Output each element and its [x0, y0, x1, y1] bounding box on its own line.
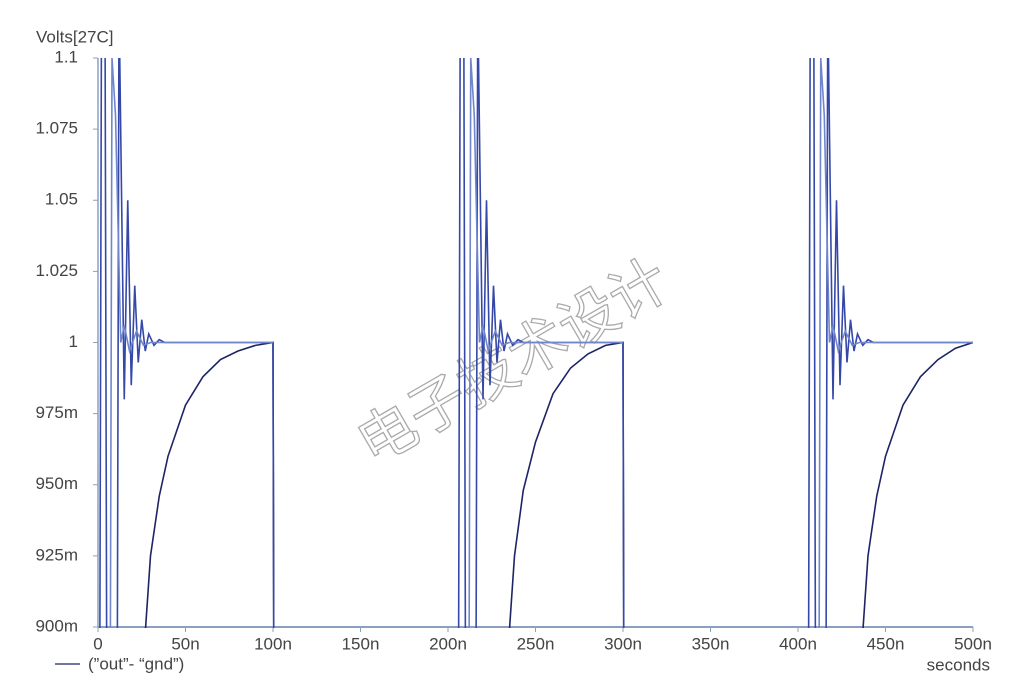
x-tick-label: 150n — [342, 634, 380, 653]
x-tick-label: 450n — [867, 634, 905, 653]
y-tick-label: 900m — [35, 616, 78, 635]
x-tick-label: 300n — [604, 634, 642, 653]
x-tick-label: 200n — [429, 634, 467, 653]
y-tick-label: 1.025 — [35, 261, 78, 280]
x-tick-label: 100n — [254, 634, 292, 653]
trace-line — [862, 341, 974, 628]
trace-line — [508, 341, 625, 628]
y-tick-label: 950m — [35, 474, 78, 493]
y-tick-label: 975m — [35, 403, 78, 422]
legend-label: (”out”- “gnd”) — [88, 654, 184, 673]
y-axis-label: Volts[27C] — [36, 27, 114, 46]
x-tick-label: 400n — [779, 634, 817, 653]
watermark: 电子技术设计 — [345, 245, 680, 478]
y-tick-label: 1 — [69, 332, 78, 351]
trace-line — [109, 58, 273, 628]
x-tick-label: 350n — [692, 634, 730, 653]
trace-line — [818, 58, 973, 628]
x-tick-label: 500n — [954, 634, 992, 653]
trace-line — [468, 58, 623, 628]
y-tick-label: 1.05 — [45, 190, 78, 209]
x-tick-label: 0 — [93, 634, 102, 653]
y-tick-label: 1.075 — [35, 119, 78, 138]
x-tick-label: 50n — [171, 634, 199, 653]
y-tick-label: 1.1 — [54, 47, 78, 66]
y-tick-label: 925m — [35, 545, 78, 564]
x-tick-label: 250n — [517, 634, 555, 653]
x-axis-label: seconds — [927, 655, 990, 674]
trace-line — [144, 341, 275, 628]
trace-line — [807, 58, 973, 628]
